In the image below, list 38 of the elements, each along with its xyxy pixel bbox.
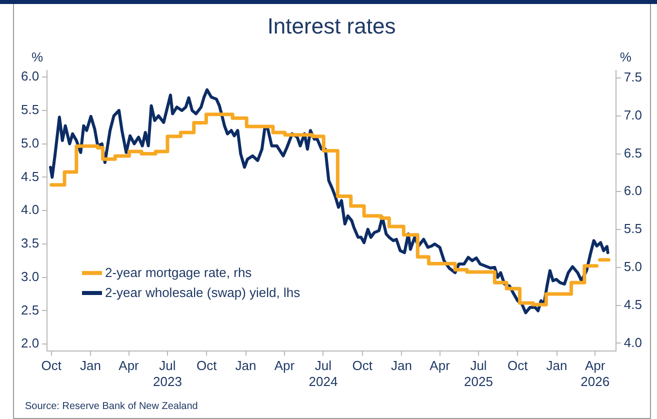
y2-tick-label: 6.0 xyxy=(624,183,642,198)
y-tick-label: 3.5 xyxy=(20,236,40,251)
x-tick-label: Oct xyxy=(41,358,62,374)
x-tick-label: Apr 2026 xyxy=(580,358,610,389)
x-tick-label: Jan xyxy=(235,358,256,374)
y2-axis-title: % xyxy=(620,49,632,64)
x-tick-label: Apr xyxy=(118,358,140,374)
x-tick-label: Oct xyxy=(508,358,528,374)
y-tick-label: 5.0 xyxy=(20,135,40,150)
x-tick-label: Jul 2023 xyxy=(153,358,182,389)
y2-tick-label: 4.5 xyxy=(624,296,642,312)
y-tick-label: 4.5 xyxy=(20,168,40,184)
x-tick-label: Jul 2024 xyxy=(308,358,338,389)
y2-tick-label: 6.5 xyxy=(624,145,642,160)
y2-tick-label: 5.5 xyxy=(624,221,642,236)
chart-title: Interest rates xyxy=(267,13,396,38)
x-tick-label: Jan xyxy=(80,358,101,374)
y-tick-label: 5.5 xyxy=(20,102,40,118)
legend-label: 2-year wholesale (swap) yield, lhs xyxy=(105,284,300,302)
y2-tick-label: 5.0 xyxy=(624,259,642,274)
y-tick-label: 2.0 xyxy=(20,336,40,351)
y2-tick-label: 7.5 xyxy=(624,70,642,85)
y2-tick-label: 4.0 xyxy=(624,334,642,350)
y2-tick-label: 7.0 xyxy=(624,107,642,122)
x-tick-label: Oct xyxy=(196,358,218,374)
source-note: Source: Reserve Bank of New Zealand xyxy=(25,400,198,412)
y-tick-label: 2.5 xyxy=(20,302,40,318)
x-tick-label: Jan xyxy=(546,358,568,374)
x-tick-label: Apr xyxy=(430,358,451,374)
y-tick-label: 4.0 xyxy=(20,202,40,218)
y-axis-title: % xyxy=(32,49,44,64)
y-tick-label: 6.0 xyxy=(20,68,40,84)
x-tick-label: Jan xyxy=(391,358,412,374)
x-tick-label: Apr xyxy=(274,358,296,374)
legend-label: 2-year mortgage rate, rhs xyxy=(105,264,252,282)
x-tick-label: Oct xyxy=(352,358,373,374)
y-tick-label: 3.0 xyxy=(20,268,40,284)
x-tick-label: Jul 2025 xyxy=(464,358,493,389)
